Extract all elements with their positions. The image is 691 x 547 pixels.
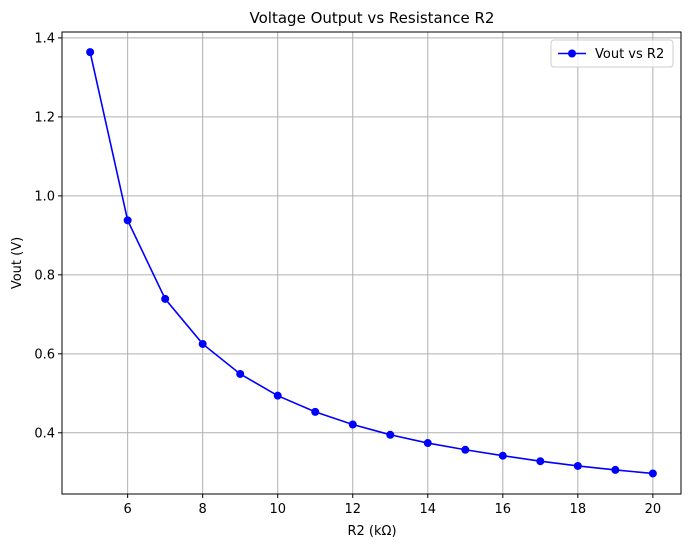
x-tick-label: 8 <box>199 502 207 517</box>
chart-title: Voltage Output vs Resistance R2 <box>250 9 495 27</box>
data-point <box>123 216 132 225</box>
data-point <box>386 430 395 439</box>
legend: Vout vs R2 <box>550 39 674 68</box>
x-axis-label: R2 (kΩ) <box>347 524 396 539</box>
x-tick-label: 6 <box>124 502 132 517</box>
x-tick-label: 10 <box>269 502 286 517</box>
y-tick-label: 0.8 <box>34 268 55 283</box>
y-tick-label: 0.6 <box>34 347 55 362</box>
x-tick-label: 12 <box>344 502 361 517</box>
series-line <box>89 51 653 475</box>
legend-marker <box>568 49 576 58</box>
data-point <box>273 391 282 400</box>
data-point <box>86 48 95 57</box>
x-tick-label: 16 <box>495 502 512 517</box>
grid <box>62 32 681 494</box>
legend-box <box>550 39 674 68</box>
data-point <box>161 294 170 303</box>
data-point <box>648 469 657 478</box>
plot-frame <box>61 31 682 495</box>
x-tick-label: 18 <box>570 502 587 517</box>
data-point <box>536 457 545 466</box>
data-point <box>423 439 432 448</box>
data-point <box>348 420 357 429</box>
y-tick-label: 1.4 <box>34 31 55 46</box>
legend-label: Vout vs R2 <box>595 47 664 62</box>
data-point <box>573 461 582 470</box>
data-point <box>498 451 507 460</box>
data-point <box>311 407 320 416</box>
data-point <box>198 339 207 348</box>
data-point <box>461 445 470 454</box>
y-tick-label: 1.0 <box>34 189 55 204</box>
data-point <box>236 369 245 378</box>
x-tick-label: 14 <box>419 502 436 517</box>
series-layer <box>86 48 657 478</box>
ticks: 6 8 10 12 14 16 18 20 0.4 0.6 0.8 1.0 1.2 1.4 <box>34 31 661 517</box>
y-tick-label: 0.4 <box>34 426 55 441</box>
data-point <box>611 465 620 474</box>
x-tick-label: 20 <box>645 502 662 517</box>
y-tick-label: 1.2 <box>34 110 55 125</box>
y-axis-label: Vout (V) <box>10 237 25 289</box>
